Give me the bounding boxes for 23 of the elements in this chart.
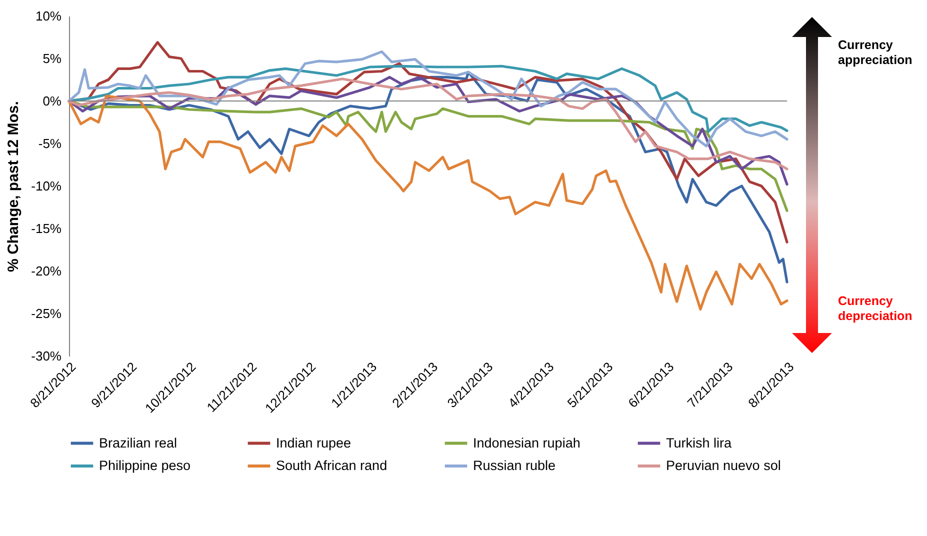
text: Currency appreciation [838, 38, 912, 68]
y-tick-label: -10% [31, 178, 62, 194]
y-tick-label: -5% [38, 136, 62, 151]
line-series [68, 94, 788, 311]
y-tick-label: -25% [31, 306, 62, 321]
legend-label: Turkish lira [666, 435, 732, 450]
legend-label: Indian rupee [276, 435, 352, 450]
y-tick-label: 5% [42, 51, 62, 66]
legend-label: South African rand [276, 458, 388, 473]
y-tick-label: 10% [35, 8, 62, 24]
text: Currency depreciation [838, 294, 912, 324]
legend-label: Peruvian nuevo sol [666, 458, 781, 473]
y-tick-label: -30% [31, 348, 62, 364]
legend-label: Brazilian real [99, 435, 178, 450]
line-series [68, 50, 788, 148]
y-tick-label: -15% [31, 221, 62, 236]
y-axis-title: % Change, past 12 Mos. [5, 101, 22, 272]
legend-label: Indonesian rupiah [473, 435, 580, 450]
y-tick-label: 0% [42, 94, 62, 108]
legend-label: Russian ruble [473, 458, 556, 473]
legend-label: Philippine peso [99, 458, 191, 473]
y-tick-label: -20% [31, 264, 62, 278]
line-series [68, 78, 788, 170]
